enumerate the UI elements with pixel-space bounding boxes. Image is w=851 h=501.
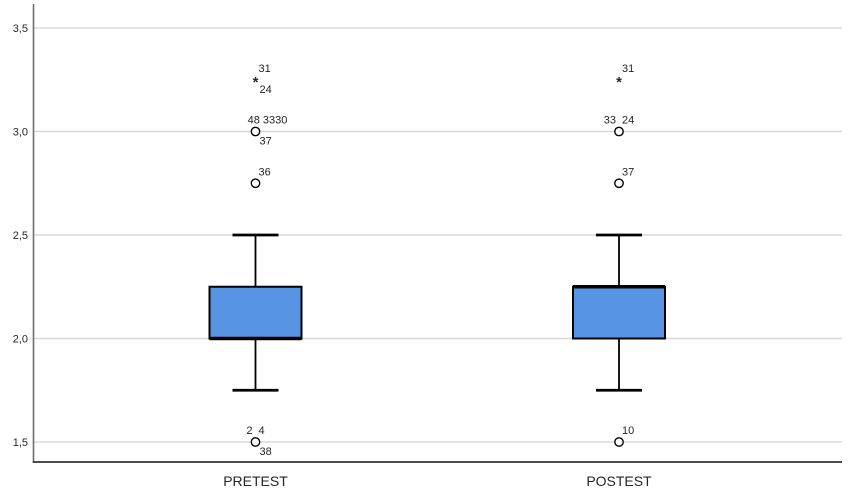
case-label: 10 [622,425,634,437]
outlier-point [250,178,261,189]
y-tick-label-3,0: 3,0 [13,127,28,139]
extreme-point: * [253,74,259,91]
iqr-box [208,285,303,340]
y-tick-label-3,5: 3,5 [13,23,28,35]
case-label: 33 [604,115,616,127]
outlier-point [614,437,624,447]
outlier-point [250,126,261,137]
x-category-label-postest: POSTEST [586,473,652,489]
case-label: 37 [622,166,634,178]
case-label: 4 [259,425,265,437]
outlier-point [614,126,624,137]
case-label: 2 [246,425,252,437]
iqr-box [572,285,666,340]
case-label: 48 3330 [248,115,288,127]
box-group-pretest: *31 24 48 3330 37 36 2 4 38 [208,63,303,458]
y-tick-label-2,5: 2,5 [13,230,28,242]
case-label: 24 [622,115,634,127]
y-tick-label-1,5: 1,5 [13,437,28,449]
case-label: 31 [259,63,271,75]
box-group-postest: *31 33 24 37 10 [572,63,666,447]
outlier-point [614,178,624,189]
case-label: 37 [260,136,272,148]
x-category-label-pretest: PRETEST [223,473,288,489]
case-label: 31 [622,63,634,75]
case-label: 38 [260,446,272,458]
y-tick-label-2,0: 2,0 [13,334,28,346]
case-label: 36 [259,166,271,178]
case-label: 24 [260,84,272,96]
outlier-point [250,437,261,447]
extreme-point: * [616,74,622,91]
